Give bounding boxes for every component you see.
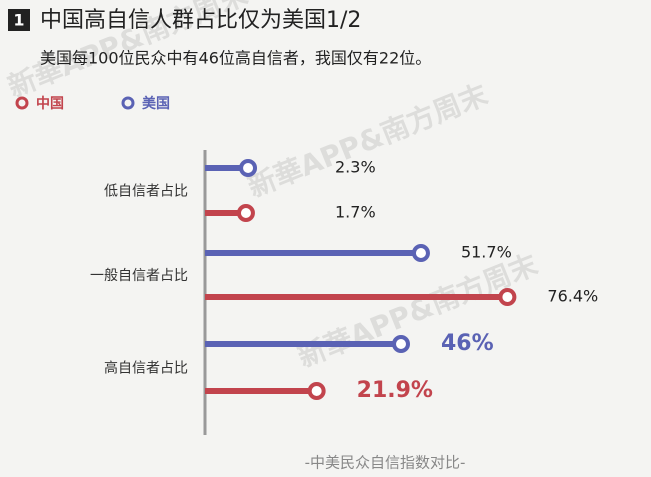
badge: 1 (13, 11, 24, 30)
legend-label: 美国 (142, 95, 170, 112)
chart-title: 中国高自信人群占比仅为美国1/2 (40, 8, 361, 33)
legend-label: 中国 (36, 95, 64, 112)
value-label: 2.3% (335, 158, 376, 177)
category-label: 一般自信者占比 (90, 268, 188, 284)
subtitle: 美国每100位民众中有46位高自信者，我国仅有22位。 (40, 49, 431, 68)
legend-marker (121, 96, 135, 110)
dot (392, 335, 410, 353)
category-label: 高自信者占比 (104, 360, 188, 377)
dot (498, 288, 517, 306)
value-label: 1.7% (335, 203, 376, 222)
value-label: 46% (441, 331, 494, 356)
legend-marker (15, 96, 29, 110)
dot (239, 159, 258, 177)
badge-box (8, 9, 30, 31)
dot (307, 382, 326, 400)
dot (411, 244, 430, 262)
value-label: 51.7% (461, 243, 512, 262)
dot (236, 204, 255, 222)
footer: -中美民众自信指数对比- (305, 454, 466, 472)
category-label: 低自信者占比 (104, 184, 188, 200)
value-label: 21.9% (357, 378, 433, 403)
value-label: 76.4% (547, 287, 598, 306)
